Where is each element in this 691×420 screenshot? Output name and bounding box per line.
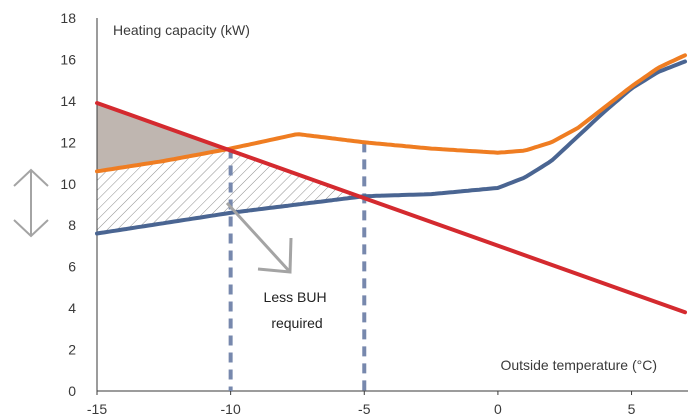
y-tick-label: 0: [68, 383, 76, 399]
annotation-line-1: Less BUH: [264, 289, 327, 305]
y-tick-label: 12: [60, 134, 76, 150]
x-tick-label: -5: [358, 401, 371, 417]
double-arrow-head-down: [13, 219, 49, 238]
double-arrow-head-up: [13, 168, 49, 187]
y-tick-label: 14: [60, 93, 76, 109]
x-axis-label: Outside temperature (°C): [500, 357, 657, 373]
x-tick-label: -15: [87, 401, 107, 417]
tick-labels: 0 2 4 6 8 10 12 14 16 18 -15 -10 -5 0 5: [60, 10, 635, 417]
y-tick-label: 16: [60, 51, 76, 67]
y-axis-label: Heating capacity (kW): [113, 22, 250, 38]
y-tick-label: 8: [68, 217, 76, 233]
diagonal-arrow-head: [257, 237, 293, 274]
series-line: [95, 59, 687, 236]
series-line: [95, 53, 687, 174]
annotation-line-2: required: [271, 315, 322, 331]
y-tick-label: 2: [68, 342, 76, 358]
annotation-arrows: [13, 168, 293, 274]
double-arrow-icon: [13, 168, 49, 238]
y-tick-label: 10: [60, 176, 76, 192]
annotation-text: Less BUH required: [264, 289, 331, 331]
x-tick-label: -10: [221, 401, 241, 417]
series-lines: [95, 53, 687, 315]
vertical-markers: [228, 142, 367, 391]
series-line: [95, 101, 687, 315]
y-tick-label: 6: [68, 259, 76, 275]
y-tick-label: 4: [68, 300, 76, 316]
axes: [96, 18, 688, 392]
x-tick-label: 0: [494, 401, 502, 417]
x-tick-label: 5: [628, 401, 636, 417]
diagonal-arrow-icon: [225, 201, 293, 274]
y-tick-label: 18: [60, 10, 76, 26]
diagonal-arrow-shaft: [225, 201, 292, 274]
